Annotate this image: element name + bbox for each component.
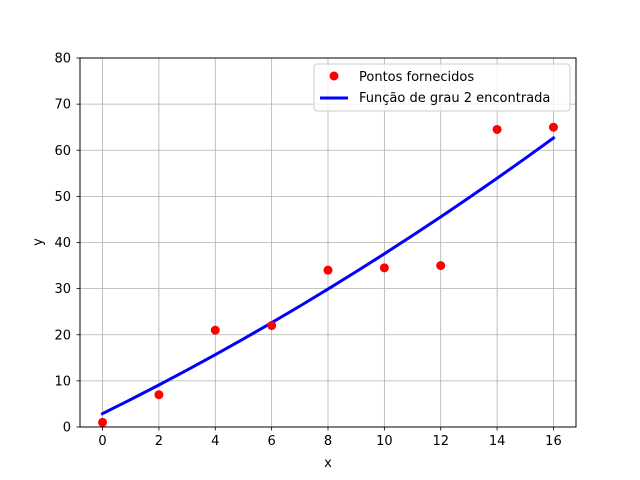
data-point <box>154 390 164 400</box>
fit-curve-line <box>100 135 556 416</box>
y-tick-label: 50 <box>54 190 71 205</box>
x-tick-label: 4 <box>211 434 219 449</box>
legend-line-label: Função de grau 2 encontrada <box>359 91 550 106</box>
y-tick-label: 80 <box>54 52 71 67</box>
legend-scatter-marker <box>329 71 339 81</box>
y-tick-label: 0 <box>63 421 71 436</box>
legend: Pontos fornecidos Função de grau 2 encon… <box>313 63 571 112</box>
plot-series <box>98 122 558 427</box>
y-tick-label: 30 <box>54 282 71 297</box>
data-point <box>492 124 502 134</box>
y-tick-label: 20 <box>54 328 71 343</box>
data-point <box>267 321 277 331</box>
x-axis-label: x <box>324 456 332 471</box>
x-tick-label: 6 <box>267 434 275 449</box>
x-tick-label: 8 <box>324 434 332 449</box>
legend-scatter-label: Pontos fornecidos <box>359 70 474 85</box>
x-tick-label: 10 <box>376 434 393 449</box>
data-point <box>98 417 108 427</box>
y-tick-label: 10 <box>54 374 71 389</box>
x-axis: 0 2 4 6 8 10 12 14 16 <box>98 427 562 449</box>
y-tick-label: 70 <box>54 98 71 113</box>
x-tick-label: 0 <box>98 434 106 449</box>
y-tick-label: 40 <box>54 236 71 251</box>
x-tick-label: 12 <box>432 434 449 449</box>
x-tick-label: 16 <box>545 434 562 449</box>
data-point <box>548 122 558 132</box>
y-tick-label: 60 <box>54 144 71 159</box>
data-point <box>379 263 389 273</box>
data-point <box>210 325 220 335</box>
data-point <box>436 261 446 271</box>
legend-box <box>313 63 571 112</box>
x-tick-label: 14 <box>489 434 506 449</box>
x-tick-label: 2 <box>155 434 163 449</box>
y-axis-label: y <box>31 238 46 246</box>
data-point <box>323 265 333 275</box>
y-axis: 0 10 20 30 40 50 60 70 80 <box>54 52 80 436</box>
